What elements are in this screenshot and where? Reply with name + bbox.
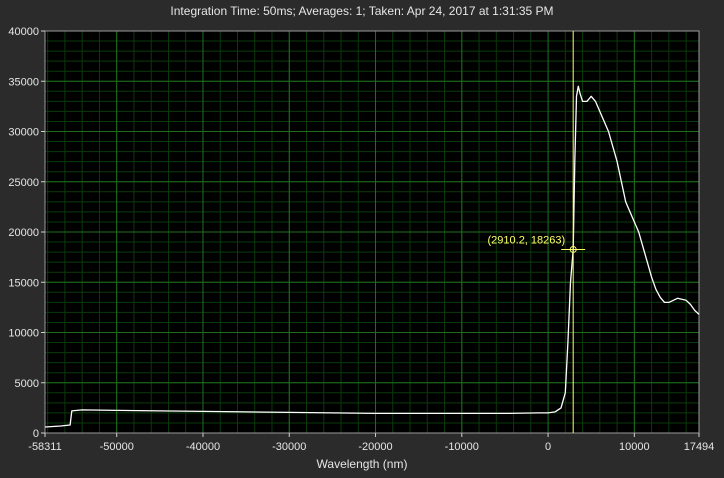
x-tick-label: -10000 <box>445 441 479 453</box>
y-tick-label: 35000 <box>8 76 39 88</box>
y-tick-label: 15000 <box>8 277 39 289</box>
x-tick-label: 17494 <box>684 441 715 453</box>
x-tick-label: -40000 <box>186 441 220 453</box>
cursor-marker[interactable] <box>569 245 577 253</box>
x-tick-label: -20000 <box>358 441 392 453</box>
y-tick-label: 10000 <box>8 328 39 340</box>
y-tick-label: 30000 <box>8 127 39 139</box>
x-axis-label: Wavelength (nm) <box>316 457 408 471</box>
y-tick-label: 20000 <box>8 227 39 239</box>
y-tick-label: 0 <box>33 428 39 440</box>
y-tick-label: 40000 <box>8 26 39 38</box>
chart-title: Integration Time: 50ms; Averages: 1; Tak… <box>170 4 554 18</box>
y-tick-label: 5000 <box>15 378 39 390</box>
x-tick-label: 10000 <box>619 441 650 453</box>
y-tick-label: 25000 <box>8 177 39 189</box>
cursor-readout-label: (2910.2, 18263) <box>488 234 566 246</box>
x-tick-label: -30000 <box>272 441 306 453</box>
spectrum-line <box>44 85 700 428</box>
x-tick-label: 0 <box>545 441 551 453</box>
x-tick-label: -58311 <box>28 441 61 453</box>
x-tick-label: -50000 <box>100 441 134 453</box>
